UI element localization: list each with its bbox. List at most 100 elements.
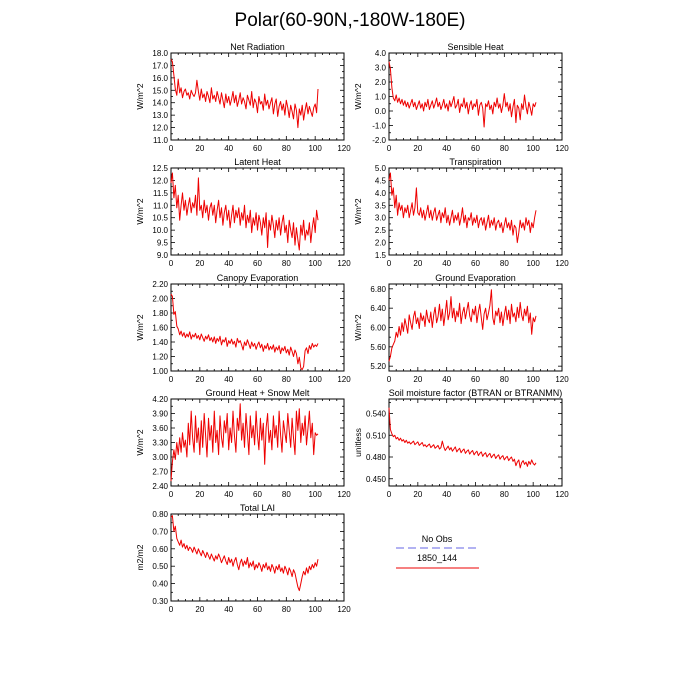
x-tick-label: 120 <box>337 375 351 384</box>
panel-sensible-heat: Sensible Heat 0 20 40 60 80 100 120 -2.0 -1.0 0.0 1… <box>353 42 569 153</box>
x-tick-label: 80 <box>282 605 291 614</box>
x-tick-label: 40 <box>224 375 233 384</box>
x-tick-label: 0 <box>387 144 392 153</box>
x-tick-label: 120 <box>555 144 569 153</box>
y-tick-label: 0.70 <box>152 527 168 536</box>
y-tick-label: 16.0 <box>152 74 168 83</box>
y-tick-label: 15.0 <box>152 86 168 95</box>
y-axis-label: W/m^2 <box>135 83 145 109</box>
y-tick-label: 11.0 <box>153 201 169 210</box>
y-tick-label: 1.00 <box>152 367 168 376</box>
x-tick-label: 20 <box>195 605 204 614</box>
series-line-soil-moisture-factor-btran-or-btranmn <box>388 407 537 469</box>
plot-frame <box>388 52 563 141</box>
x-tick-label: 60 <box>253 144 262 153</box>
y-tick-label: 9.5 <box>157 239 169 248</box>
y-tick-label: 17.0 <box>152 61 168 70</box>
y-tick-label: 2.40 <box>152 482 168 491</box>
panel-net-radiation: Net Radiation 0 20 40 60 80 100 120 11.0 12.0 13.0… <box>135 42 351 153</box>
panel-title: Ground Heat + Snow Melt <box>206 388 310 398</box>
plot-frame <box>170 513 345 602</box>
x-tick-label: 0 <box>169 490 174 499</box>
x-tick-label: 120 <box>555 490 569 499</box>
y-tick-label: 12.0 <box>152 124 168 133</box>
y-tick-label: -1.0 <box>372 122 386 131</box>
panel-title: Net Radiation <box>230 42 285 52</box>
y-tick-label: 1.40 <box>152 338 168 347</box>
y-tick-label: 0.40 <box>152 580 168 589</box>
y-tick-label: 4.0 <box>375 49 387 58</box>
series-line-ground-evaporation <box>388 289 537 362</box>
y-tick-label: 0.480 <box>366 453 387 462</box>
x-tick-label: 20 <box>195 490 204 499</box>
x-tick-label: 100 <box>308 605 322 614</box>
y-tick-label: 1.0 <box>375 93 387 102</box>
y-tick-label: 18.0 <box>152 49 168 58</box>
y-tick-label: 4.20 <box>152 395 168 404</box>
x-tick-label: 120 <box>337 259 351 268</box>
x-tick-label: 120 <box>337 605 351 614</box>
y-tick-label: 4.5 <box>375 176 387 185</box>
x-tick-label: 40 <box>442 259 451 268</box>
x-tick-label: 120 <box>337 490 351 499</box>
x-tick-label: 100 <box>308 375 322 384</box>
x-tick-label: 60 <box>253 375 262 384</box>
x-tick-label: 80 <box>500 144 509 153</box>
series-line-net-radiation <box>170 58 319 129</box>
panel-title: Canopy Evaporation <box>217 273 299 283</box>
panel-title: Latent Heat <box>234 157 281 167</box>
series-line-total-lai <box>170 515 319 592</box>
x-tick-label: 100 <box>526 259 540 268</box>
y-tick-label: 0.30 <box>152 597 168 606</box>
y-tick-label: 3.30 <box>152 439 168 448</box>
y-tick-label: 10.0 <box>152 226 168 235</box>
y-tick-label: 6.00 <box>370 324 386 333</box>
panel-ground-heat-snow-melt: Ground Heat + Snow Melt 0 20 40 60 80 100 120 2.… <box>135 388 351 499</box>
y-tick-label: 2.5 <box>375 226 387 235</box>
x-tick-label: 20 <box>413 259 422 268</box>
y-tick-label: 12.5 <box>152 164 168 173</box>
y-tick-label: 2.70 <box>152 468 168 477</box>
y-axis-label: W/m^2 <box>135 314 145 340</box>
y-tick-label: 4.0 <box>375 189 387 198</box>
series-line-sensible-heat <box>388 61 537 128</box>
x-tick-label: 40 <box>224 605 233 614</box>
panels: Net Radiation 0 20 40 60 80 100 120 11.0 12.0 13.0… <box>135 42 569 614</box>
panel-latent-heat: Latent Heat 0 20 40 60 80 100 120 9.0 9.5 10.0 10.5… <box>135 157 351 268</box>
y-tick-label: 11.0 <box>153 136 169 145</box>
panel-canopy-evaporation: Canopy Evaporation 0 20 40 60 80 100 120 1.00 1.2… <box>135 273 351 384</box>
y-axis-label: W/m^2 <box>353 83 363 109</box>
x-tick-label: 60 <box>471 375 480 384</box>
y-tick-label: 2.20 <box>152 280 168 289</box>
y-tick-label: 0.0 <box>375 107 387 116</box>
y-axis-label: W/m^2 <box>135 198 145 224</box>
x-tick-label: 20 <box>195 375 204 384</box>
x-tick-label: 40 <box>442 375 451 384</box>
y-tick-label: 3.5 <box>375 201 387 210</box>
series-line-latent-heat <box>170 172 319 251</box>
panel-title: Ground Evaporation <box>435 273 516 283</box>
x-tick-label: 0 <box>169 259 174 268</box>
y-tick-label: 0.60 <box>152 545 168 554</box>
y-tick-label: 2.00 <box>152 295 168 304</box>
y-tick-label: 3.0 <box>375 214 387 223</box>
y-tick-label: 6.80 <box>370 285 386 294</box>
x-tick-label: 0 <box>169 375 174 384</box>
y-tick-label: 1.60 <box>152 324 168 333</box>
y-tick-label: 0.450 <box>366 475 387 484</box>
panel-transpiration: Transpiration 0 20 40 60 80 100 120 1.5 2.0 2.5 3.0… <box>353 157 569 268</box>
x-tick-label: 100 <box>526 490 540 499</box>
x-tick-label: 120 <box>337 144 351 153</box>
series-line-ground-heat-snow-melt <box>170 403 319 482</box>
y-tick-label: 1.20 <box>152 353 168 362</box>
legend-label-1850-144: 1850_144 <box>417 553 457 563</box>
y-tick-label: 5.60 <box>370 343 386 352</box>
x-tick-label: 60 <box>253 605 262 614</box>
x-tick-label: 0 <box>387 259 392 268</box>
x-tick-label: 20 <box>413 375 422 384</box>
x-tick-label: 40 <box>224 490 233 499</box>
x-tick-label: 20 <box>195 259 204 268</box>
y-axis-label: W/m^2 <box>353 314 363 340</box>
x-tick-label: 40 <box>224 259 233 268</box>
series-line-transpiration <box>388 172 537 244</box>
